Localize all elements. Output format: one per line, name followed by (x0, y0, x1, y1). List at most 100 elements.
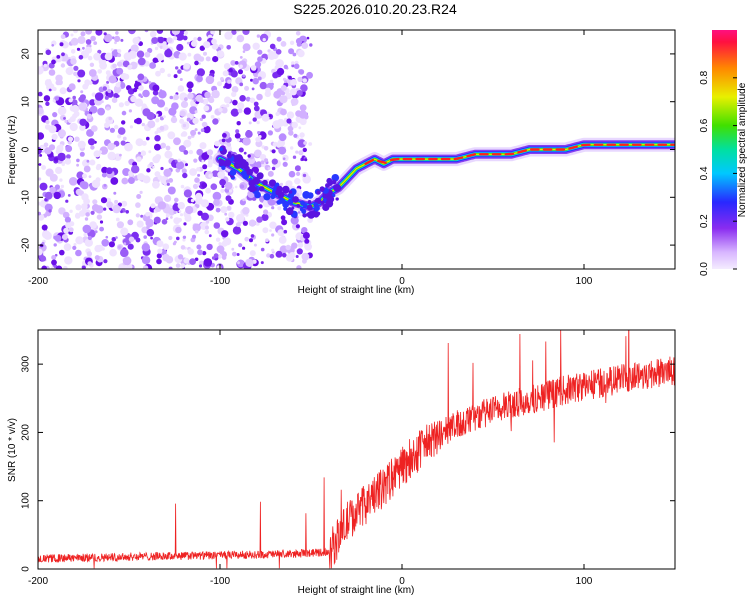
ridge-blob (333, 184, 342, 192)
noise-blob (157, 201, 167, 210)
ridge-blob (223, 159, 232, 167)
noise-blob (105, 70, 111, 76)
noise-blob (267, 130, 273, 136)
noise-blob (156, 30, 164, 34)
noise-blob (184, 97, 188, 101)
noise-blob (117, 127, 126, 135)
noise-blob (97, 49, 102, 54)
noise-blob (266, 253, 271, 258)
ridge-blob (314, 207, 319, 212)
noise-blob (298, 126, 302, 130)
noise-blob (290, 79, 297, 86)
noise-blob (256, 93, 263, 101)
noise-blob (224, 212, 228, 216)
noise-blob (192, 223, 201, 232)
ridge-blob (302, 191, 311, 199)
noise-blob (204, 229, 210, 235)
noise-blob (79, 151, 85, 157)
noise-blob (158, 90, 167, 99)
noise-blob (106, 80, 110, 84)
y-tick-label: -10 (21, 190, 32, 205)
noise-blob (159, 116, 164, 121)
noise-blob (238, 60, 247, 69)
noise-blob (38, 163, 42, 166)
noise-blob (280, 215, 286, 221)
noise-blob (109, 127, 115, 133)
noise-blob (290, 216, 299, 225)
noise-blob (100, 197, 108, 204)
noise-blob (137, 73, 145, 81)
noise-blob (294, 178, 301, 185)
noise-blob (120, 248, 129, 258)
noise-blob (86, 113, 93, 119)
noise-blob (99, 220, 104, 224)
noise-blob (89, 159, 96, 166)
noise-blob (117, 48, 122, 54)
noise-blob (45, 49, 52, 56)
noise-blob (186, 117, 191, 122)
noise-blob (175, 263, 181, 268)
noise-blob (70, 33, 74, 37)
noise-blob (68, 98, 73, 103)
noise-blob (116, 221, 124, 229)
noise-blob (298, 69, 305, 75)
noise-blob (223, 62, 231, 70)
noise-blob (201, 182, 208, 189)
noise-blob (82, 46, 85, 50)
noise-blob (51, 59, 56, 65)
noise-blob (218, 107, 223, 113)
noise-blob (183, 139, 192, 148)
noise-blob (210, 115, 215, 119)
noise-blob (235, 222, 241, 228)
noise-blob (101, 172, 107, 178)
noise-blob (168, 235, 173, 241)
noise-blob (261, 213, 269, 221)
noise-blob (206, 149, 214, 156)
noise-blob (183, 222, 187, 226)
noise-blob (48, 144, 56, 151)
noise-blob (164, 194, 172, 202)
noise-blob (282, 252, 287, 258)
noise-blob (89, 62, 95, 67)
noise-blob (301, 42, 309, 49)
noise-blob (295, 31, 301, 36)
noise-blob (92, 199, 98, 205)
ridge-peak (389, 157, 400, 162)
noise-blob (64, 256, 73, 265)
noise-blob (141, 122, 145, 127)
noise-blob (296, 265, 302, 269)
noise-blob (56, 144, 64, 153)
noise-blob (167, 131, 176, 140)
noise-blob (71, 104, 80, 113)
noise-blob (48, 88, 52, 92)
noise-blob (215, 207, 221, 213)
noise-blob (186, 41, 190, 45)
noise-blob (299, 118, 307, 126)
noise-blob (228, 68, 233, 73)
noise-blob (213, 222, 221, 229)
snr-y-ticks: 0 100 200 300 (21, 355, 675, 572)
noise-blob (232, 226, 242, 235)
noise-blob (304, 158, 308, 162)
x-tick-label: -200 (28, 276, 48, 287)
noise-blob (173, 240, 177, 244)
noise-blob (155, 118, 160, 123)
noise-blob (202, 164, 208, 170)
noise-blob (287, 125, 294, 132)
noise-blob (181, 168, 187, 174)
noise-blob (44, 191, 53, 200)
noise-blob (299, 132, 305, 138)
noise-blob (121, 120, 126, 125)
noise-blob (106, 201, 114, 209)
noise-blob (69, 122, 78, 132)
noise-blob (63, 117, 66, 120)
ridge-blob (254, 187, 258, 191)
noise-blob (196, 182, 200, 186)
noise-blob (91, 92, 97, 97)
noise-blob (269, 43, 276, 50)
noise-blob (275, 49, 282, 55)
noise-blob (262, 227, 269, 234)
y-tick-label: -20 (21, 237, 32, 252)
noise-blob (217, 253, 223, 259)
noise-blob (199, 117, 203, 121)
